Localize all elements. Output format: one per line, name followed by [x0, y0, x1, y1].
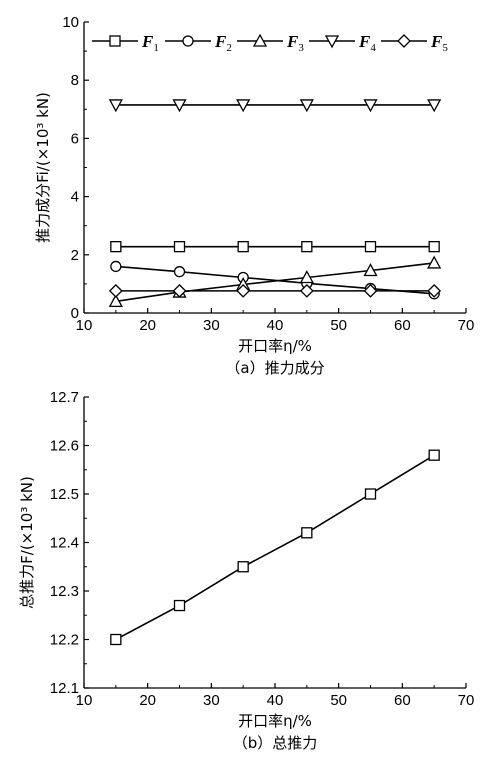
- x-axis-label: 开口率η/%: [238, 337, 312, 355]
- x-tick-label: 40: [267, 317, 284, 334]
- series-line-0: [115, 454, 435, 641]
- data-point-F4: [172, 99, 187, 113]
- legend-label-F4: F4: [358, 32, 376, 54]
- chart-a: 10 20 30 40 50 60 70 0 2 4 6 8 10 开口率η/% 推力成分Fi/(×10³ …: [34, 14, 474, 377]
- series-line-F3: [115, 262, 435, 303]
- y-axis-label: 推力成分Fi/(×10³ kN): [34, 92, 52, 243]
- y-axis-label: 总推力F/(×10³ kN): [18, 476, 36, 609]
- x-tick-label: 70: [458, 317, 475, 334]
- data-point-0: [428, 449, 440, 461]
- x-axis-label: 开口率η/%: [238, 712, 312, 730]
- data-point-F2: [110, 260, 122, 273]
- y-tick-label: 12.7: [50, 389, 79, 406]
- y-tick-label: 12.2: [50, 632, 79, 649]
- data-point-F5: [108, 283, 123, 298]
- data-point-F4: [427, 99, 442, 113]
- chart-caption: （a）推力成分: [225, 359, 324, 377]
- data-point-F3: [427, 255, 442, 269]
- legend-marker-F2: [182, 35, 194, 47]
- y-tick-label: 12.1: [50, 680, 79, 697]
- legend-label-F2: F2: [214, 32, 232, 54]
- data-point-F1: [173, 241, 186, 253]
- x-tick-label: 30: [203, 692, 220, 709]
- data-point-0: [237, 561, 249, 573]
- data-point-0: [301, 527, 313, 539]
- data-point-F1: [110, 241, 122, 253]
- chart-caption: （b）总推力: [233, 734, 318, 752]
- legend-marker-F5: [397, 34, 411, 48]
- y-tick-label: 12.3: [50, 583, 79, 600]
- y-tick-label: 0: [71, 305, 79, 322]
- legend-label-F5: F5: [430, 32, 448, 54]
- data-point-0: [364, 488, 377, 500]
- x-tick-label: 20: [139, 692, 156, 709]
- x-tick-label: 50: [330, 317, 347, 334]
- data-point-F4: [236, 99, 251, 113]
- y-tick-label: 6: [71, 130, 79, 147]
- data-point-F5: [172, 283, 187, 298]
- x-tick-label: 60: [394, 692, 411, 709]
- legend-label-F3: F3: [286, 32, 304, 54]
- data-point-F3: [363, 263, 378, 277]
- y-tick-label: 4: [71, 189, 79, 206]
- legend: F1 F2 F3 F4 F5: [92, 32, 448, 54]
- data-point-F1: [364, 241, 377, 253]
- x-tick-label: 30: [203, 317, 220, 334]
- x-tick-label: 10: [76, 692, 93, 709]
- x-tick-label: 60: [394, 317, 411, 334]
- x-tick-label: 10: [76, 317, 93, 334]
- legend-label-F1: F1: [141, 32, 159, 54]
- x-tick-label: 20: [139, 317, 156, 334]
- data-point-F3: [108, 294, 123, 308]
- data-point-F3: [299, 270, 314, 284]
- legend-marker-F1: [109, 35, 121, 47]
- data-point-F5: [363, 283, 378, 298]
- y-tick-label: 8: [71, 72, 79, 89]
- data-point-0: [110, 633, 122, 646]
- data-point-F4: [108, 99, 123, 113]
- data-point-F5: [236, 283, 251, 298]
- data-point-F2: [173, 266, 186, 278]
- data-point-F1: [301, 241, 313, 253]
- y-tick-label: 12.6: [50, 438, 79, 455]
- data-point-F1: [428, 241, 440, 253]
- data-point-0: [173, 599, 186, 612]
- y-tick-label: 12.4: [50, 535, 79, 552]
- y-tick-label: 12.5: [50, 486, 79, 503]
- y-tick-label: 10: [62, 14, 79, 31]
- x-tick-label: 70: [458, 692, 475, 709]
- data-point-F4: [299, 99, 314, 113]
- x-tick-label: 40: [267, 692, 284, 709]
- y-tick-label: 2: [71, 247, 79, 264]
- legend-marker-F3: [252, 33, 268, 47]
- series-line-F2: [115, 265, 435, 295]
- data-point-F1: [237, 241, 249, 253]
- data-point-F5: [427, 283, 442, 298]
- x-tick-label: 50: [330, 692, 347, 709]
- legend-marker-F4: [324, 35, 340, 49]
- data-point-F4: [363, 99, 378, 113]
- chart-b: 10 20 30 40 50 60 70 12.1 12.2 12.3 12.4 12.5 12.6 12…: [18, 389, 474, 752]
- data-point-F5: [299, 283, 314, 298]
